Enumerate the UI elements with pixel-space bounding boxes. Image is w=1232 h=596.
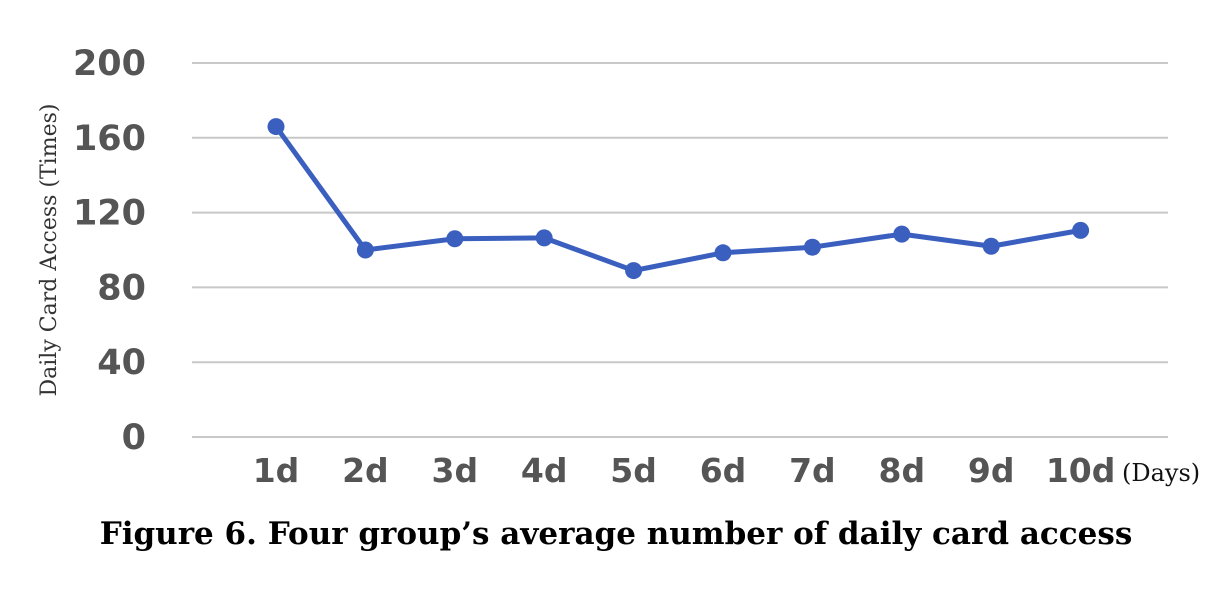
data-point [356,241,374,259]
y-tick-label: 120 [73,194,146,234]
y-tick-label: 200 [73,44,146,84]
x-tick-label: 9d [968,451,1015,490]
y-tick-label: 80 [97,268,146,308]
data-point [893,225,911,243]
x-axis-unit-label: (Days) [1122,459,1200,487]
gridlines [192,62,1168,438]
x-tick-label: 8d [879,451,926,490]
y-tick-label: 160 [73,119,146,159]
x-tick-label: 10d [1046,451,1116,490]
data-point [446,230,464,248]
y-tick-label: 0 [122,418,146,458]
x-tick-label: 5d [610,451,657,490]
data-point [535,229,553,247]
data-point [803,238,821,256]
y-axis-label: Daily Card Access (Times) [37,104,62,397]
data-series [267,118,1090,280]
data-point [982,237,1000,255]
x-tick-label: 3d [432,451,479,490]
series-line [273,124,1084,274]
x-tick-label: 6d [700,451,747,490]
x-tick-label: 2d [342,451,389,490]
x-tick-labels: 1d 2d 3d 4d 5d 6d 7d 8d 9d 10d [253,451,1116,490]
data-point [267,118,285,136]
data-point [1072,221,1090,239]
y-tick-label: 40 [97,343,146,383]
x-tick-label: 4d [521,451,568,490]
x-tick-label: 1d [253,451,300,490]
x-tick-label: 7d [789,451,836,490]
y-tick-labels: 200 160 120 80 40 0 [73,44,146,458]
line-chart: 200 160 120 80 40 0 1d 2d 3d 4d 5d 6d 7d 8d 9d 10d Dai… [37,44,1200,490]
data-point [625,262,643,280]
figure-caption: Figure 6. Four group’s average number of… [99,516,1133,552]
data-point [714,244,732,262]
